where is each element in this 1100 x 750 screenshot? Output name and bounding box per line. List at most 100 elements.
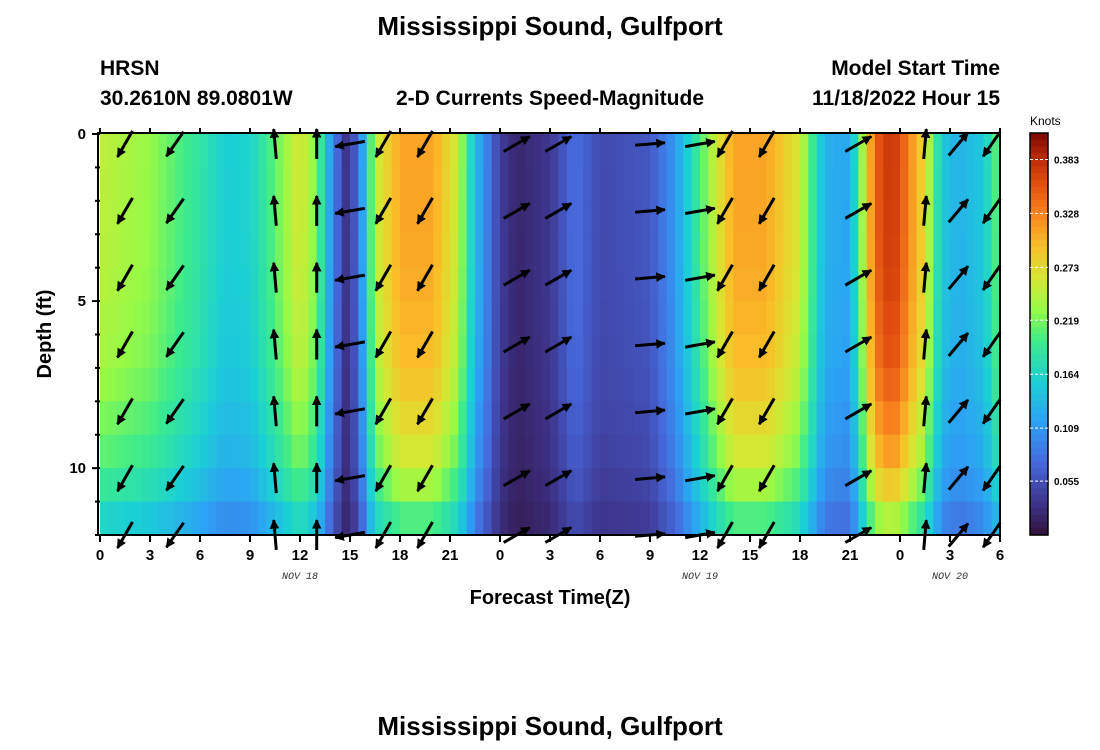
heatmap-cell [108, 367, 118, 402]
heatmap-cell [858, 301, 868, 336]
heatmap-cell [966, 468, 976, 503]
x-tick-label: 3 [546, 547, 554, 564]
heatmap-cell [908, 234, 918, 269]
heatmap-cell [525, 234, 534, 269]
heatmap-cell [941, 434, 951, 469]
heatmap-cell [708, 301, 718, 336]
heatmap-cell [650, 367, 659, 402]
heatmap-cell [108, 434, 118, 469]
heatmap-cell [108, 301, 118, 336]
heatmap-cell [558, 468, 568, 503]
heatmap-cell [508, 334, 518, 369]
date-label: NOV 20 [932, 572, 968, 583]
heatmap-cell [683, 334, 693, 369]
heatmap-cell [683, 234, 693, 269]
colorbar-segment [1030, 340, 1048, 348]
x-tick-label: 6 [996, 547, 1004, 564]
heatmap-cell [741, 367, 751, 402]
heatmap-cell [458, 267, 468, 302]
heatmap-cell [191, 167, 201, 202]
heatmap-cell [883, 301, 893, 336]
heatmap-cell [408, 401, 418, 436]
heatmap-cell [675, 301, 684, 336]
heatmap-cell [158, 334, 168, 369]
heatmap-cell [225, 434, 234, 469]
heatmap-cell [666, 301, 676, 336]
heatmap-cell [350, 468, 359, 503]
heatmap-cell [975, 468, 984, 503]
heatmap-cell [583, 134, 593, 169]
colorbar-segment [1030, 461, 1048, 469]
heatmap-cell [200, 301, 209, 336]
heatmap-cell [825, 334, 834, 369]
heatmap-cell [708, 167, 718, 202]
heatmap-cell [650, 267, 659, 302]
x-tick-label: 0 [496, 547, 504, 564]
heatmap-cell [450, 501, 459, 536]
heatmap-cell [750, 401, 759, 436]
x-tick-label: 6 [596, 547, 604, 564]
heatmap-cell [516, 468, 526, 503]
heatmap-cell [300, 468, 309, 503]
heatmap-cell [433, 134, 443, 169]
heatmap-cell [516, 367, 526, 402]
heatmap-cell [283, 134, 293, 169]
heatmap-cell [941, 334, 951, 369]
heatmap-cell [141, 468, 151, 503]
heatmap-cell [191, 401, 201, 436]
heatmap-cell [466, 267, 476, 302]
heatmap-cell [975, 334, 984, 369]
heatmap-cell [616, 134, 626, 169]
heatmap-cell [775, 468, 784, 503]
heatmap-cell [308, 301, 318, 336]
heatmap-cell [583, 501, 593, 536]
heatmap-cell [925, 334, 934, 369]
heatmap-cell [291, 468, 301, 503]
heatmap-cell [266, 167, 276, 202]
heatmap-cell [141, 501, 151, 536]
heatmap-cell [533, 334, 543, 369]
heatmap-cell [283, 334, 293, 369]
heatmap-cell [141, 401, 151, 436]
heatmap-cell [116, 167, 126, 202]
heatmap-cell [650, 234, 659, 269]
heatmap-cell [525, 367, 534, 402]
heatmap-cell [800, 334, 809, 369]
heatmap-cell [458, 334, 468, 369]
colorbar-segment [1030, 354, 1048, 362]
heatmap-cell [441, 301, 451, 336]
heatmap-cell [258, 200, 268, 235]
heatmap-cell [825, 234, 834, 269]
heatmap-cell [966, 501, 976, 536]
heatmap-cell [866, 267, 876, 302]
heatmap-cell [583, 434, 593, 469]
heatmap-cell [816, 301, 826, 336]
heatmap-cell [150, 167, 159, 202]
heatmap-cell [308, 501, 318, 536]
heatmap-cell [508, 167, 518, 202]
heatmap-cell [200, 434, 209, 469]
heatmap-cell [600, 301, 609, 336]
current-vector-arrow [844, 135, 873, 153]
heatmap-cell [483, 267, 493, 302]
heatmap-cell [175, 301, 184, 336]
date-label: NOV 19 [682, 572, 718, 583]
colorbar-segment [1030, 360, 1048, 369]
colorbar-segment [1030, 293, 1048, 302]
heatmap-cell [191, 301, 201, 336]
heatmap-cell [391, 267, 401, 302]
heatmap-cell [341, 234, 351, 269]
heatmap-cell [691, 200, 701, 235]
heatmap-cell [775, 501, 784, 536]
current-vector-arrow [334, 206, 366, 217]
heatmap-cell [583, 301, 593, 336]
heatmap-cell [383, 434, 393, 469]
heatmap-cell [325, 334, 334, 369]
current-vector-arrow [716, 330, 734, 359]
heatmap-cell [316, 200, 326, 235]
heatmap-cell [550, 301, 559, 336]
heatmap-cell [933, 234, 943, 269]
heatmap-cell [750, 468, 759, 503]
colorbar-segment [1030, 447, 1048, 456]
heatmap-cell [533, 134, 543, 169]
